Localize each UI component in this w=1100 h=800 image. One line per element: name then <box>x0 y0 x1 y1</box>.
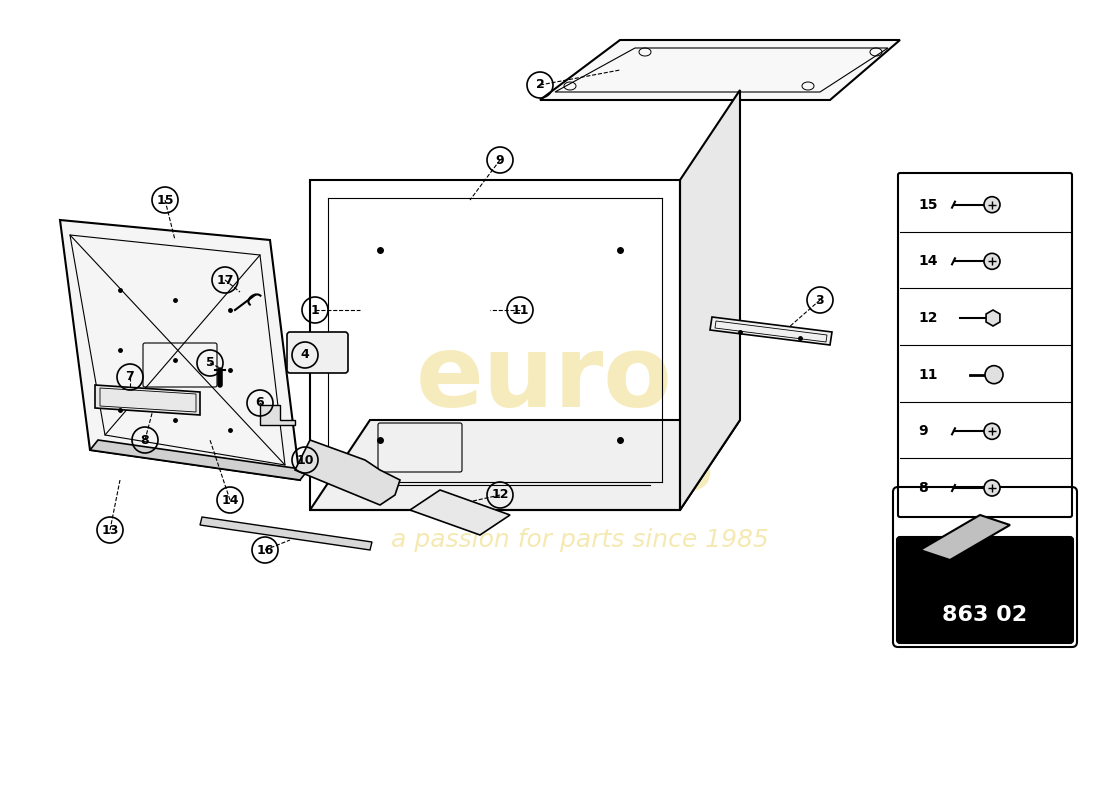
FancyBboxPatch shape <box>287 332 348 373</box>
Circle shape <box>984 197 1000 213</box>
Text: ares: ares <box>444 406 716 514</box>
Polygon shape <box>200 517 372 550</box>
Text: 6: 6 <box>255 397 264 410</box>
Text: 8: 8 <box>918 481 927 495</box>
Text: 1: 1 <box>310 303 319 317</box>
Polygon shape <box>920 515 1010 560</box>
Text: 11: 11 <box>918 368 937 382</box>
Circle shape <box>984 480 1000 496</box>
Polygon shape <box>310 420 740 510</box>
Text: 4: 4 <box>300 349 309 362</box>
Circle shape <box>984 423 1000 439</box>
Text: 3: 3 <box>816 294 824 306</box>
Text: 9: 9 <box>918 424 927 438</box>
Text: 14: 14 <box>221 494 239 506</box>
Text: 15: 15 <box>918 198 937 212</box>
Text: 14: 14 <box>918 254 937 268</box>
Text: 2: 2 <box>536 78 544 91</box>
Polygon shape <box>60 220 300 480</box>
Text: 10: 10 <box>296 454 314 466</box>
Text: 13: 13 <box>101 523 119 537</box>
Text: europ: europ <box>416 331 745 429</box>
Polygon shape <box>95 385 200 415</box>
Text: 16: 16 <box>256 543 274 557</box>
Text: 7: 7 <box>125 370 134 383</box>
FancyBboxPatch shape <box>896 537 1072 643</box>
Text: 12: 12 <box>918 311 937 325</box>
Circle shape <box>984 366 1003 384</box>
Polygon shape <box>410 490 510 535</box>
Polygon shape <box>295 440 400 505</box>
Text: 11: 11 <box>512 303 529 317</box>
Text: 9: 9 <box>496 154 504 166</box>
Text: 863 02: 863 02 <box>943 605 1027 625</box>
Text: 17: 17 <box>217 274 233 286</box>
Polygon shape <box>260 405 295 425</box>
Text: a passion for parts since 1985: a passion for parts since 1985 <box>392 528 769 552</box>
Text: 8: 8 <box>141 434 150 446</box>
Polygon shape <box>90 440 308 480</box>
Polygon shape <box>540 40 900 100</box>
Polygon shape <box>680 90 740 510</box>
Text: 15: 15 <box>156 194 174 206</box>
Circle shape <box>984 254 1000 270</box>
Text: 5: 5 <box>206 357 214 370</box>
Text: 12: 12 <box>492 489 508 502</box>
Polygon shape <box>710 317 832 345</box>
